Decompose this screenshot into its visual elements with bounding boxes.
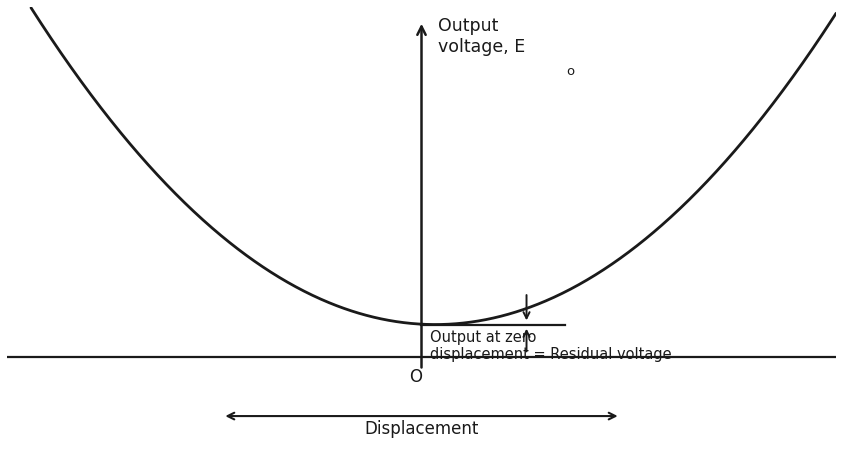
Text: Displacement: Displacement bbox=[364, 420, 479, 438]
Text: O: O bbox=[410, 368, 422, 386]
Text: o: o bbox=[566, 65, 575, 77]
Text: Output at zero
displacement = Residual voltage: Output at zero displacement = Residual v… bbox=[430, 330, 671, 362]
Text: Output
voltage, E: Output voltage, E bbox=[438, 17, 525, 56]
